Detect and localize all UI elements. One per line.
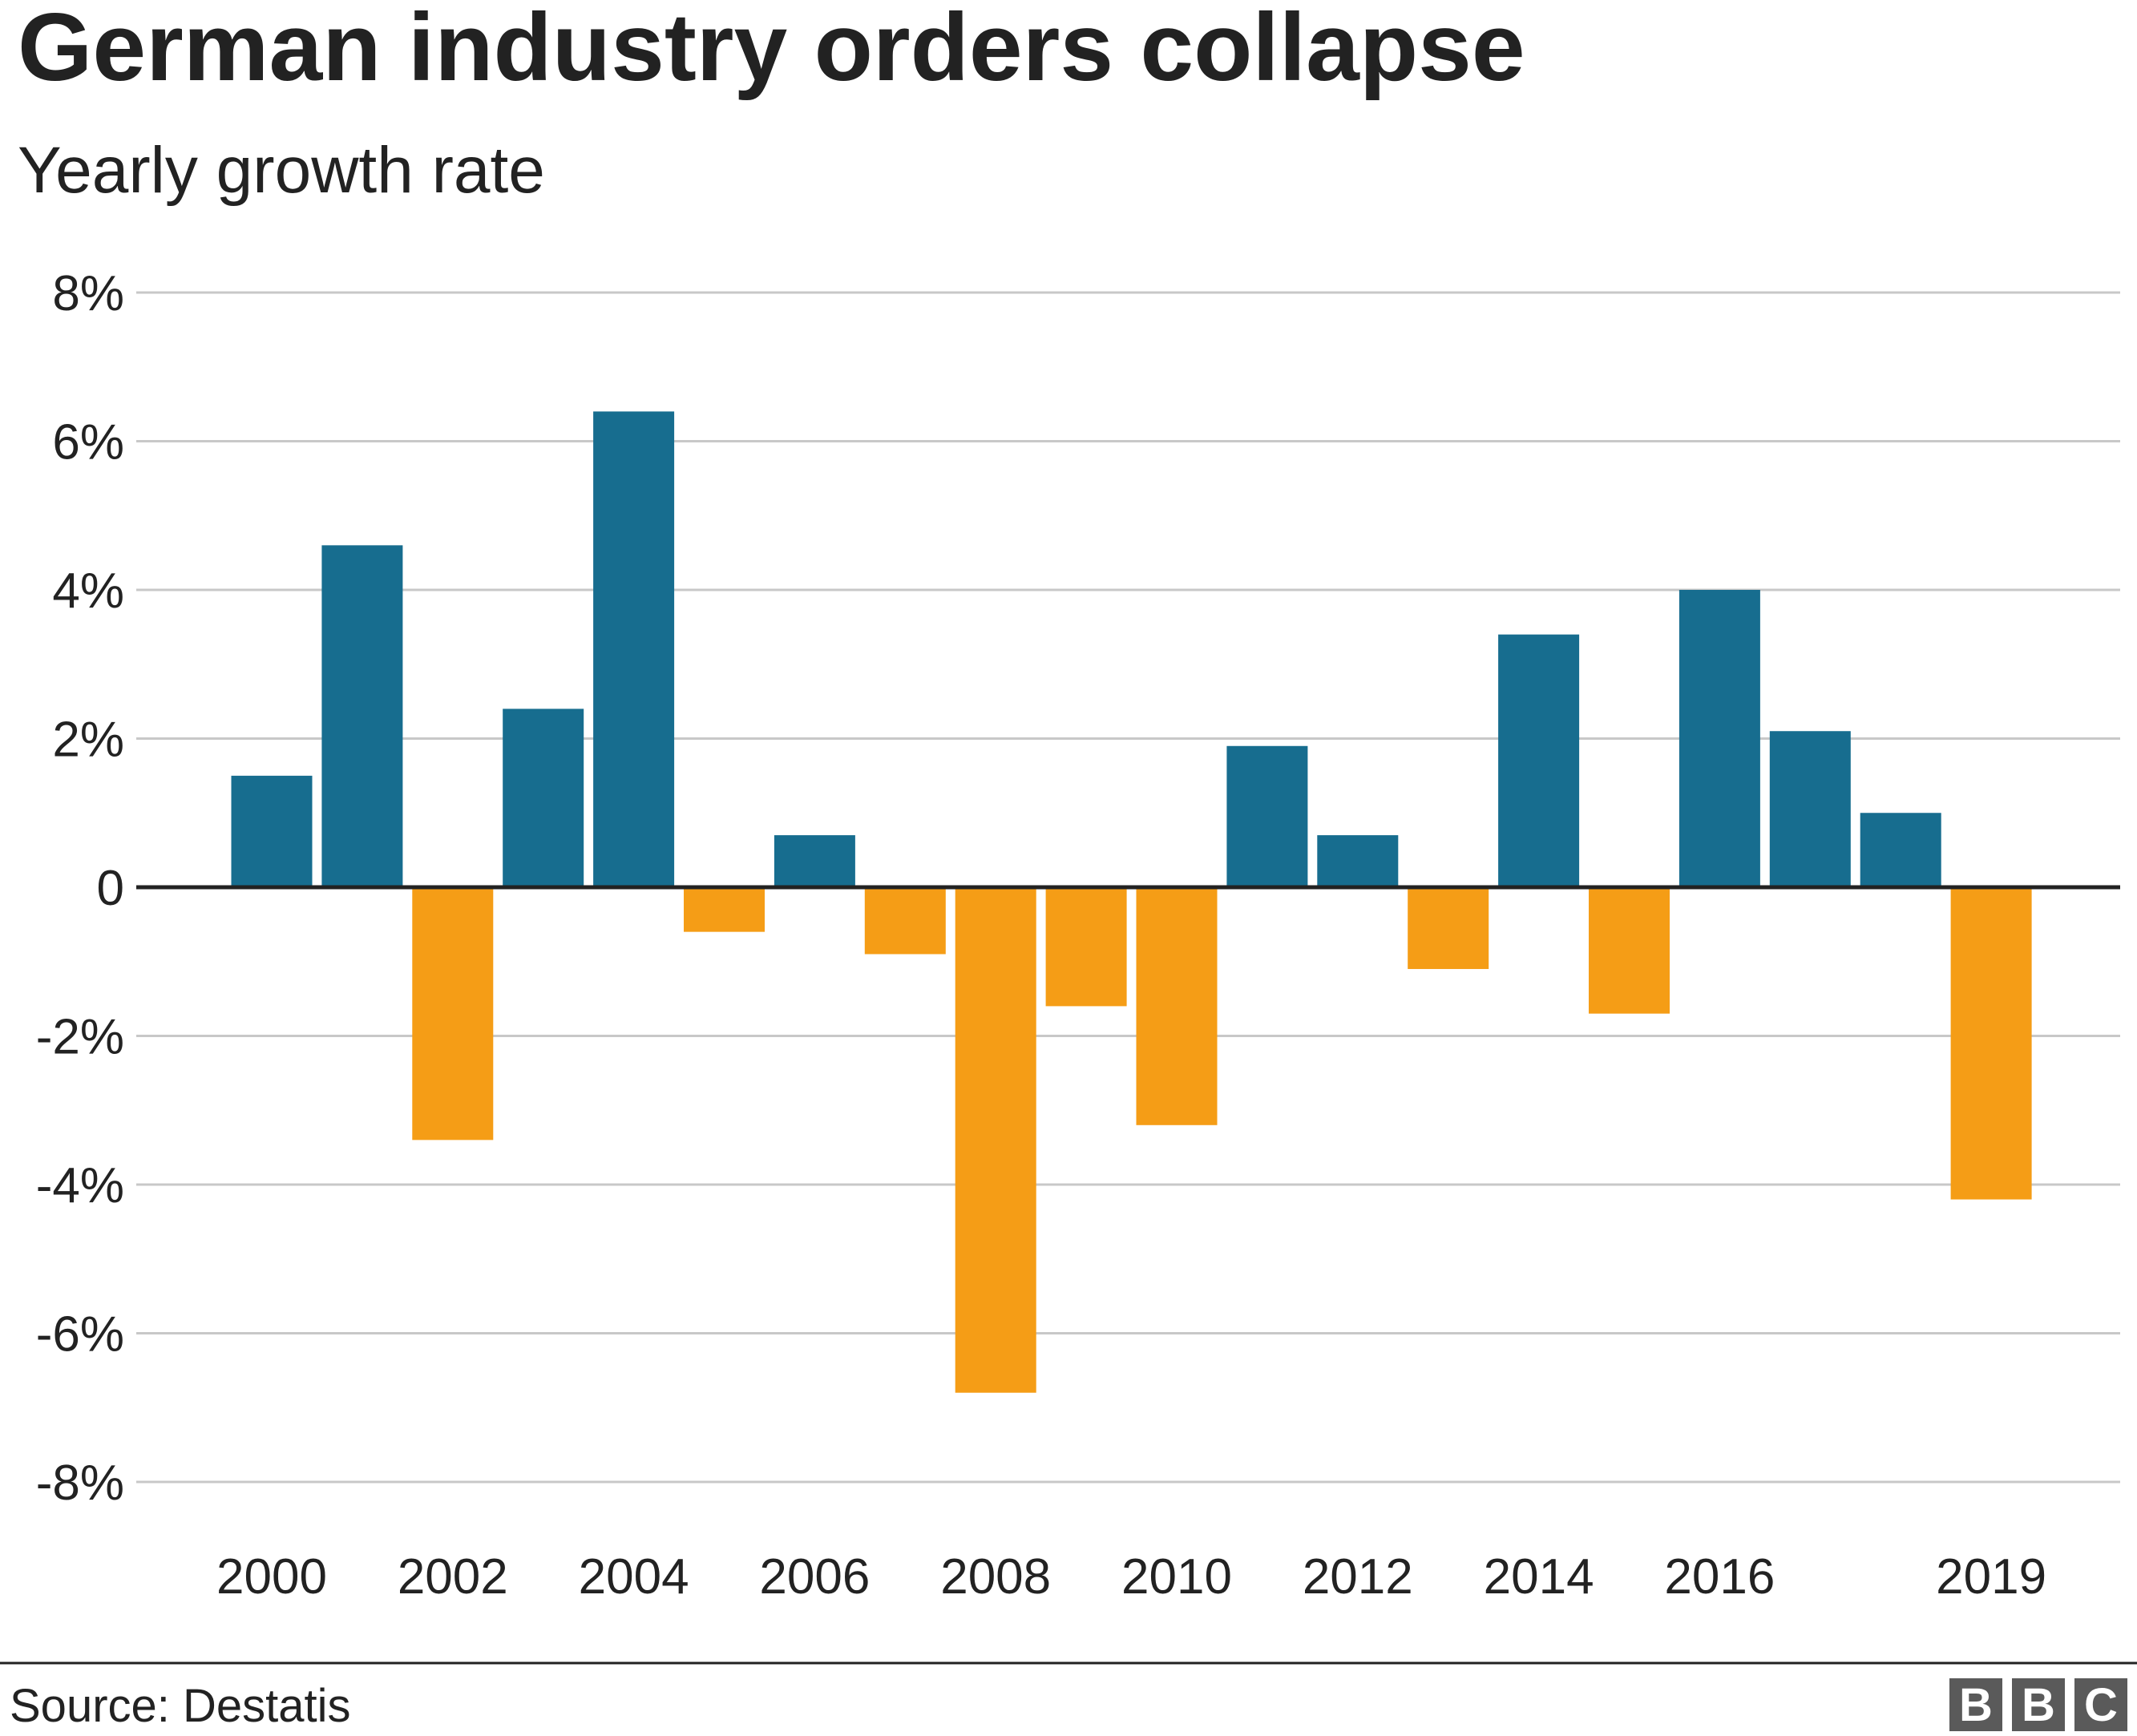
y-tick-label: 6% (52, 415, 124, 470)
y-tick-label: -6% (36, 1307, 124, 1363)
x-tick-label: 2000 (216, 1549, 327, 1605)
x-tick-label: 2016 (1664, 1549, 1775, 1605)
bar-2017 (1769, 731, 1851, 887)
bar-2004 (593, 411, 675, 887)
bar-2005 (684, 887, 765, 932)
bar-2002 (412, 887, 494, 1141)
bar-2018 (1860, 813, 1941, 887)
bbc-logo-letter: B (1959, 1679, 1993, 1731)
bar-2000 (231, 775, 313, 887)
bars (231, 411, 2032, 1393)
x-tick-label: 2019 (1936, 1549, 2046, 1605)
x-tick-label: 2008 (940, 1549, 1051, 1605)
bar-2010 (1136, 887, 1218, 1125)
y-axis-ticks: 8% 6% 4% 2% 0 -2% -4% -6% -8% (36, 266, 124, 1511)
y-tick-label: 2% (52, 713, 124, 768)
bbc-logo-box (2074, 1678, 2127, 1731)
source-text: Source: Destatis (10, 1680, 351, 1732)
chart-subtitle: Yearly growth rate (18, 134, 545, 207)
y-tick-label: 4% (52, 563, 124, 619)
x-tick-label: 2010 (1121, 1549, 1232, 1605)
bbc-logo-letter: B (2022, 1679, 2055, 1731)
y-tick-label: 8% (52, 266, 124, 321)
bar-2011 (1226, 745, 1308, 887)
bar-2003 (503, 709, 584, 887)
x-tick-label: 2014 (1484, 1549, 1594, 1605)
bar-2015 (1589, 887, 1670, 1014)
y-tick-label: -2% (36, 1010, 124, 1065)
x-tick-label: 2006 (759, 1549, 870, 1605)
bar-2014 (1498, 634, 1580, 887)
y-tick-label: -4% (36, 1158, 124, 1213)
bar-2012 (1317, 835, 1399, 887)
x-tick-label: 2012 (1303, 1549, 1413, 1605)
x-axis-ticks: 2000 2002 2004 2006 2008 2010 2012 2014 2016 2019 (216, 1549, 2046, 1605)
bar-2008 (955, 887, 1036, 1393)
x-tick-label: 2004 (579, 1549, 689, 1605)
bar-2016 (1678, 590, 1760, 887)
bbc-logo-box (1949, 1678, 2002, 1731)
bar-2013 (1408, 887, 1489, 970)
bbc-logo-box (2012, 1678, 2065, 1731)
chart-title: German industry orders collapse (18, 0, 1525, 101)
y-tick-label: -8% (36, 1455, 124, 1511)
y-tick-label: 0 (97, 861, 124, 916)
bar-2006 (774, 835, 855, 887)
bar-2001 (321, 545, 403, 887)
bbc-logo-letter: C (2084, 1679, 2118, 1731)
bar-2007 (864, 887, 946, 955)
bar-2019 (1950, 887, 2032, 1200)
x-tick-label: 2002 (398, 1549, 508, 1605)
bar-2009 (1045, 887, 1127, 1007)
